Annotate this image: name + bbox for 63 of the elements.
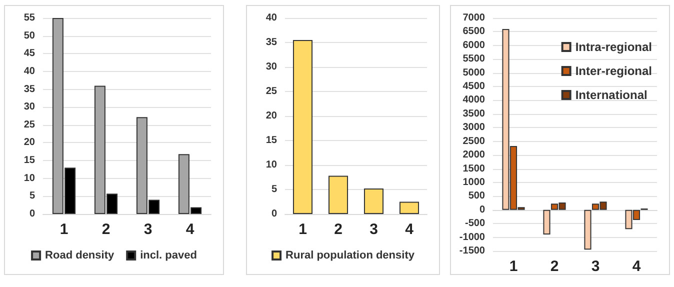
bar bbox=[584, 210, 592, 250]
x-tick-label: 4 bbox=[632, 258, 642, 275]
y-tick-label: 1500 bbox=[462, 163, 486, 174]
y-tick-label: 55 bbox=[24, 12, 36, 24]
y-tick-label: 5 bbox=[29, 190, 36, 202]
y-tick-label: 0 bbox=[29, 208, 36, 220]
y-tick-label: 20 bbox=[24, 137, 36, 148]
legend-label: International bbox=[575, 88, 648, 102]
y-tick-label: 0 bbox=[271, 208, 278, 220]
y-tick-label: 500 bbox=[468, 190, 486, 202]
y-tick-label: 35 bbox=[266, 37, 278, 48]
bar bbox=[292, 40, 313, 214]
y-tick-label: 1000 bbox=[462, 176, 486, 188]
bar bbox=[364, 188, 384, 214]
y-tick-label: 15 bbox=[24, 155, 36, 166]
x-tick-label: 1 bbox=[60, 221, 68, 238]
x-tick-label: 4 bbox=[186, 221, 195, 238]
legend-label: incl. paved bbox=[140, 250, 197, 262]
y-tick-label: -500 bbox=[464, 218, 486, 230]
bar bbox=[399, 202, 420, 214]
x-tick-label: 3 bbox=[144, 221, 152, 238]
y-tick-label: 15 bbox=[266, 135, 278, 146]
y-tick-label: 4500 bbox=[462, 81, 486, 92]
x-tick-label: 2 bbox=[550, 258, 559, 275]
y-tick-label: 10 bbox=[24, 172, 36, 184]
y-tick-label: 7000 bbox=[462, 12, 486, 24]
x-tick-label: 1 bbox=[298, 221, 307, 238]
legend-label: Road density bbox=[45, 250, 115, 262]
bar bbox=[328, 176, 348, 214]
legend-label: Intra-regional bbox=[575, 40, 652, 54]
bar bbox=[543, 210, 550, 235]
y-tick-label: 2500 bbox=[462, 136, 486, 147]
y-tick-label: 5500 bbox=[462, 54, 486, 65]
y-tick-label: 40 bbox=[266, 12, 278, 24]
y-tick-label: 2000 bbox=[462, 150, 486, 161]
legend-label: Inter-regional bbox=[575, 64, 652, 78]
x-tick-label: 3 bbox=[370, 221, 378, 238]
y-tick-label: -1000 bbox=[459, 232, 486, 243]
y-tick-label: 50 bbox=[24, 30, 36, 42]
legend-label: Rural population density bbox=[286, 250, 416, 262]
y-tick-label: 30 bbox=[266, 62, 278, 72]
y-tick-label: 35 bbox=[24, 84, 36, 95]
y-tick-label: 40 bbox=[24, 66, 36, 77]
x-tick-label: 1 bbox=[509, 258, 518, 275]
y-tick-label: 25 bbox=[266, 86, 278, 97]
y-tick-label: 3500 bbox=[462, 108, 486, 120]
y-tick-label: 5 bbox=[271, 184, 278, 195]
y-tick-label: 20 bbox=[266, 110, 278, 122]
y-tick-label: 6500 bbox=[462, 26, 486, 38]
y-tick-label: 0 bbox=[479, 204, 486, 216]
y-tick-label: 10 bbox=[266, 160, 278, 170]
x-tick-label: 2 bbox=[102, 221, 110, 238]
y-tick-label: 30 bbox=[24, 102, 36, 113]
y-tick-label: -1500 bbox=[459, 246, 486, 256]
x-tick-label: 2 bbox=[334, 221, 342, 238]
y-tick-label: 6000 bbox=[462, 40, 486, 51]
x-tick-label: 3 bbox=[591, 258, 600, 275]
x-tick-label: 4 bbox=[405, 221, 414, 238]
y-tick-label: 45 bbox=[24, 48, 36, 60]
y-tick-label: 5000 bbox=[462, 67, 486, 78]
y-tick-label: 3000 bbox=[462, 122, 486, 134]
y-tick-label: 4000 bbox=[462, 94, 486, 106]
y-tick-label: 25 bbox=[24, 119, 36, 130]
